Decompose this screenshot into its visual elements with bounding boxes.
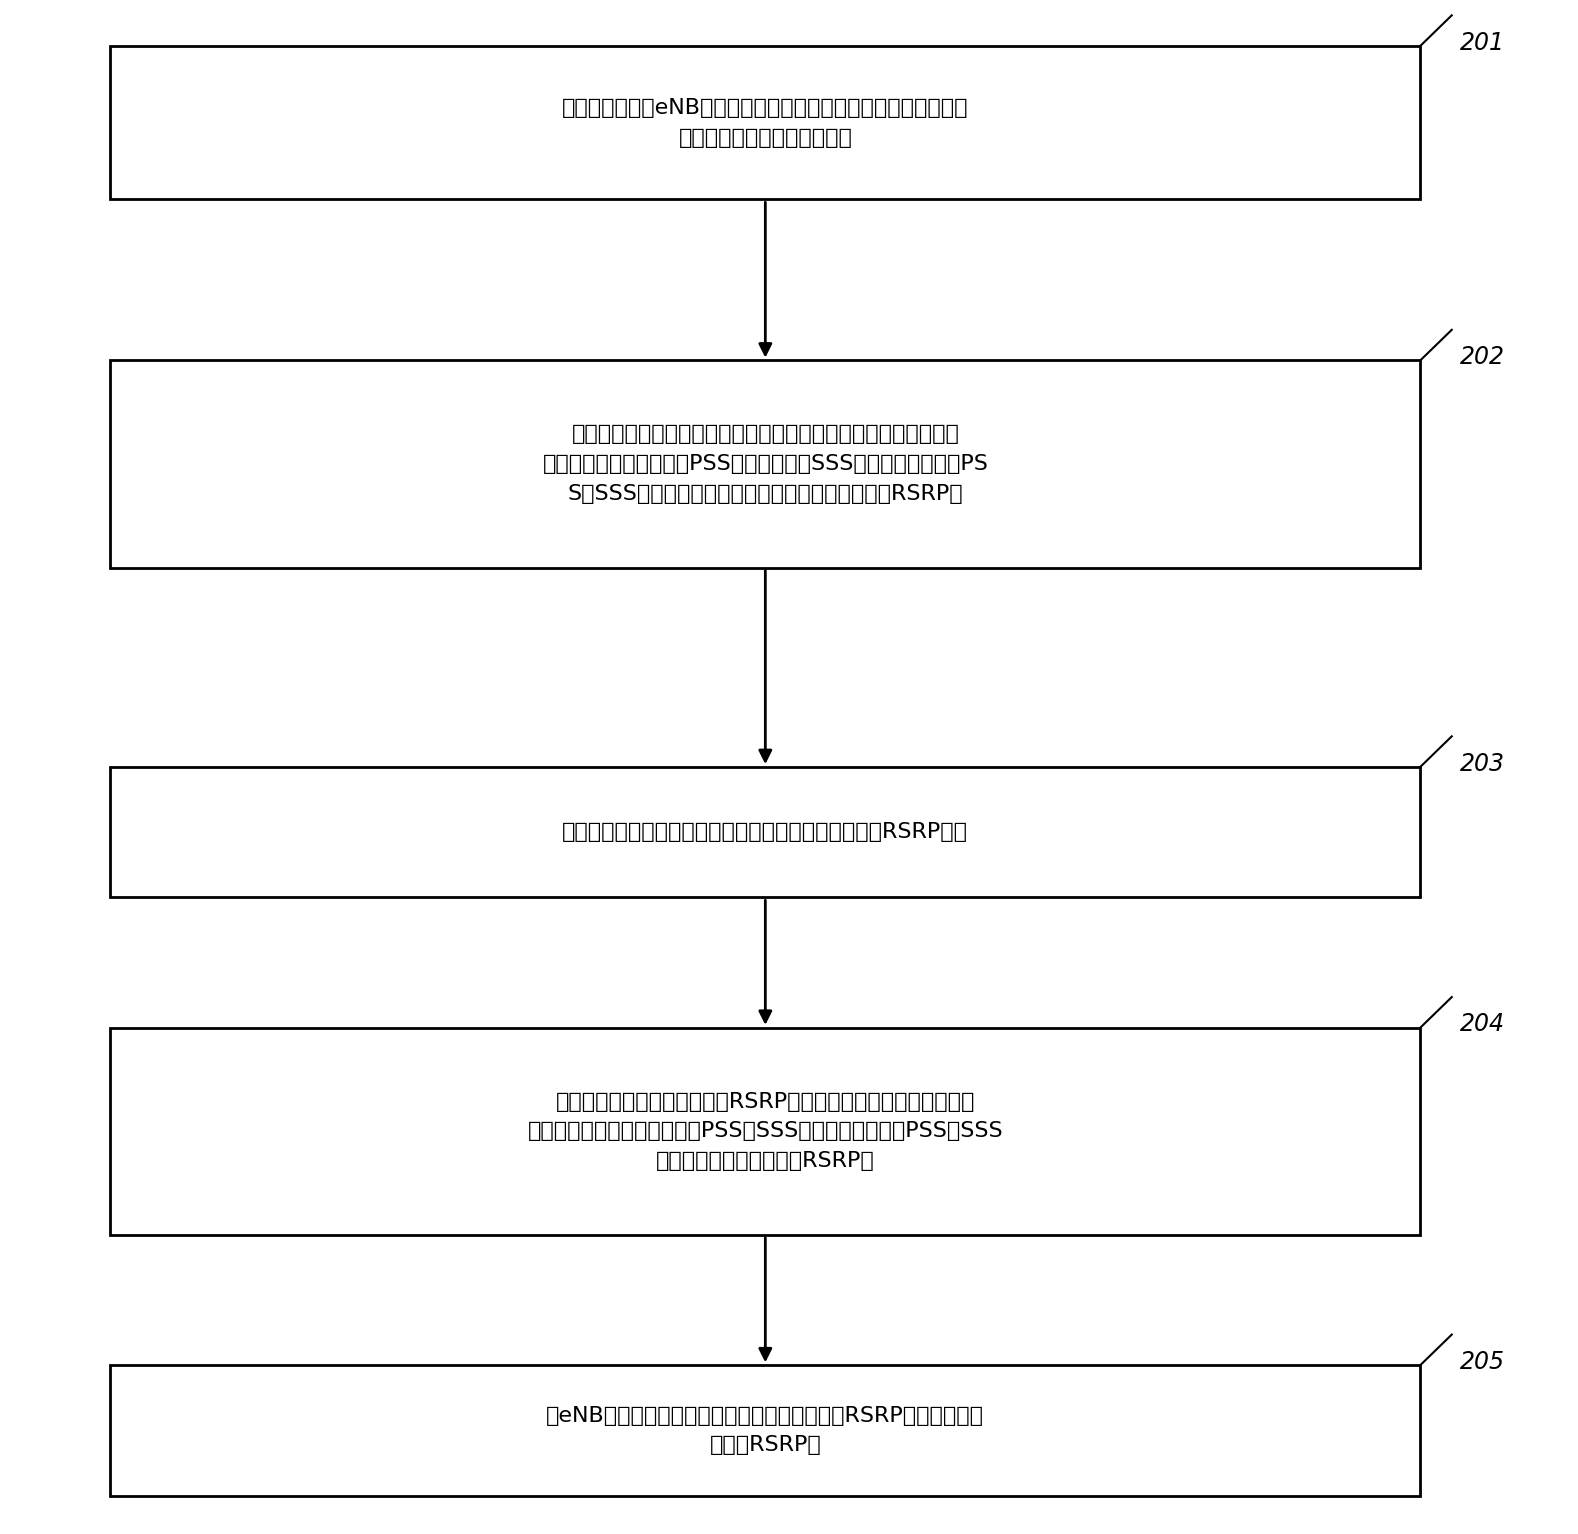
- FancyBboxPatch shape: [110, 1028, 1420, 1235]
- Text: 204: 204: [1460, 1012, 1505, 1037]
- FancyBboxPatch shape: [110, 767, 1420, 897]
- Text: 当确定需要对第二类邻小区的RSRP进行测量时，在工作频点上在时
间窗口内检测第二类邻小区的PSS和SSS，并根据检测到的PSS和SSS
测量每个第二类邻小区的R: 当确定需要对第二类邻小区的RSRP进行测量时，在工作频点上在时 间窗口内检测第二…: [527, 1092, 1004, 1170]
- Text: 205: 205: [1460, 1350, 1505, 1374]
- FancyBboxPatch shape: [110, 1365, 1420, 1496]
- Text: 202: 202: [1460, 345, 1505, 370]
- Text: 203: 203: [1460, 752, 1505, 776]
- FancyBboxPatch shape: [110, 360, 1420, 568]
- Text: 201: 201: [1460, 31, 1505, 55]
- FancyBboxPatch shape: [110, 46, 1420, 199]
- Text: 确定是否需要对采用第二载波类型的第二类邻小区进行RSRP测量: 确定是否需要对采用第二载波类型的第二类邻小区进行RSRP测量: [562, 822, 969, 842]
- Text: 向eNB上报满足测量上报条件的第一类邻小区的RSRP值和第二类邻
小区的RSRP值: 向eNB上报满足测量上报条件的第一类邻小区的RSRP值和第二类邻 小区的RSRP…: [546, 1405, 985, 1456]
- Text: 接收演进型基站eNB发送的测量配置信息，所述测量配置信息中携
带有工作频点和测量上报条件: 接收演进型基站eNB发送的测量配置信息，所述测量配置信息中携 带有工作频点和测量…: [562, 98, 969, 147]
- Text: 在工作频点上在预先设置的时间窗口内检测采用第一载波类型的第
一类邻小区的主同步信号PSS和辅同步信号SSS，并根据检测到的PS
S和SSS测量每个第一类邻小区的: 在工作频点上在预先设置的时间窗口内检测采用第一载波类型的第 一类邻小区的主同步信…: [543, 425, 988, 503]
